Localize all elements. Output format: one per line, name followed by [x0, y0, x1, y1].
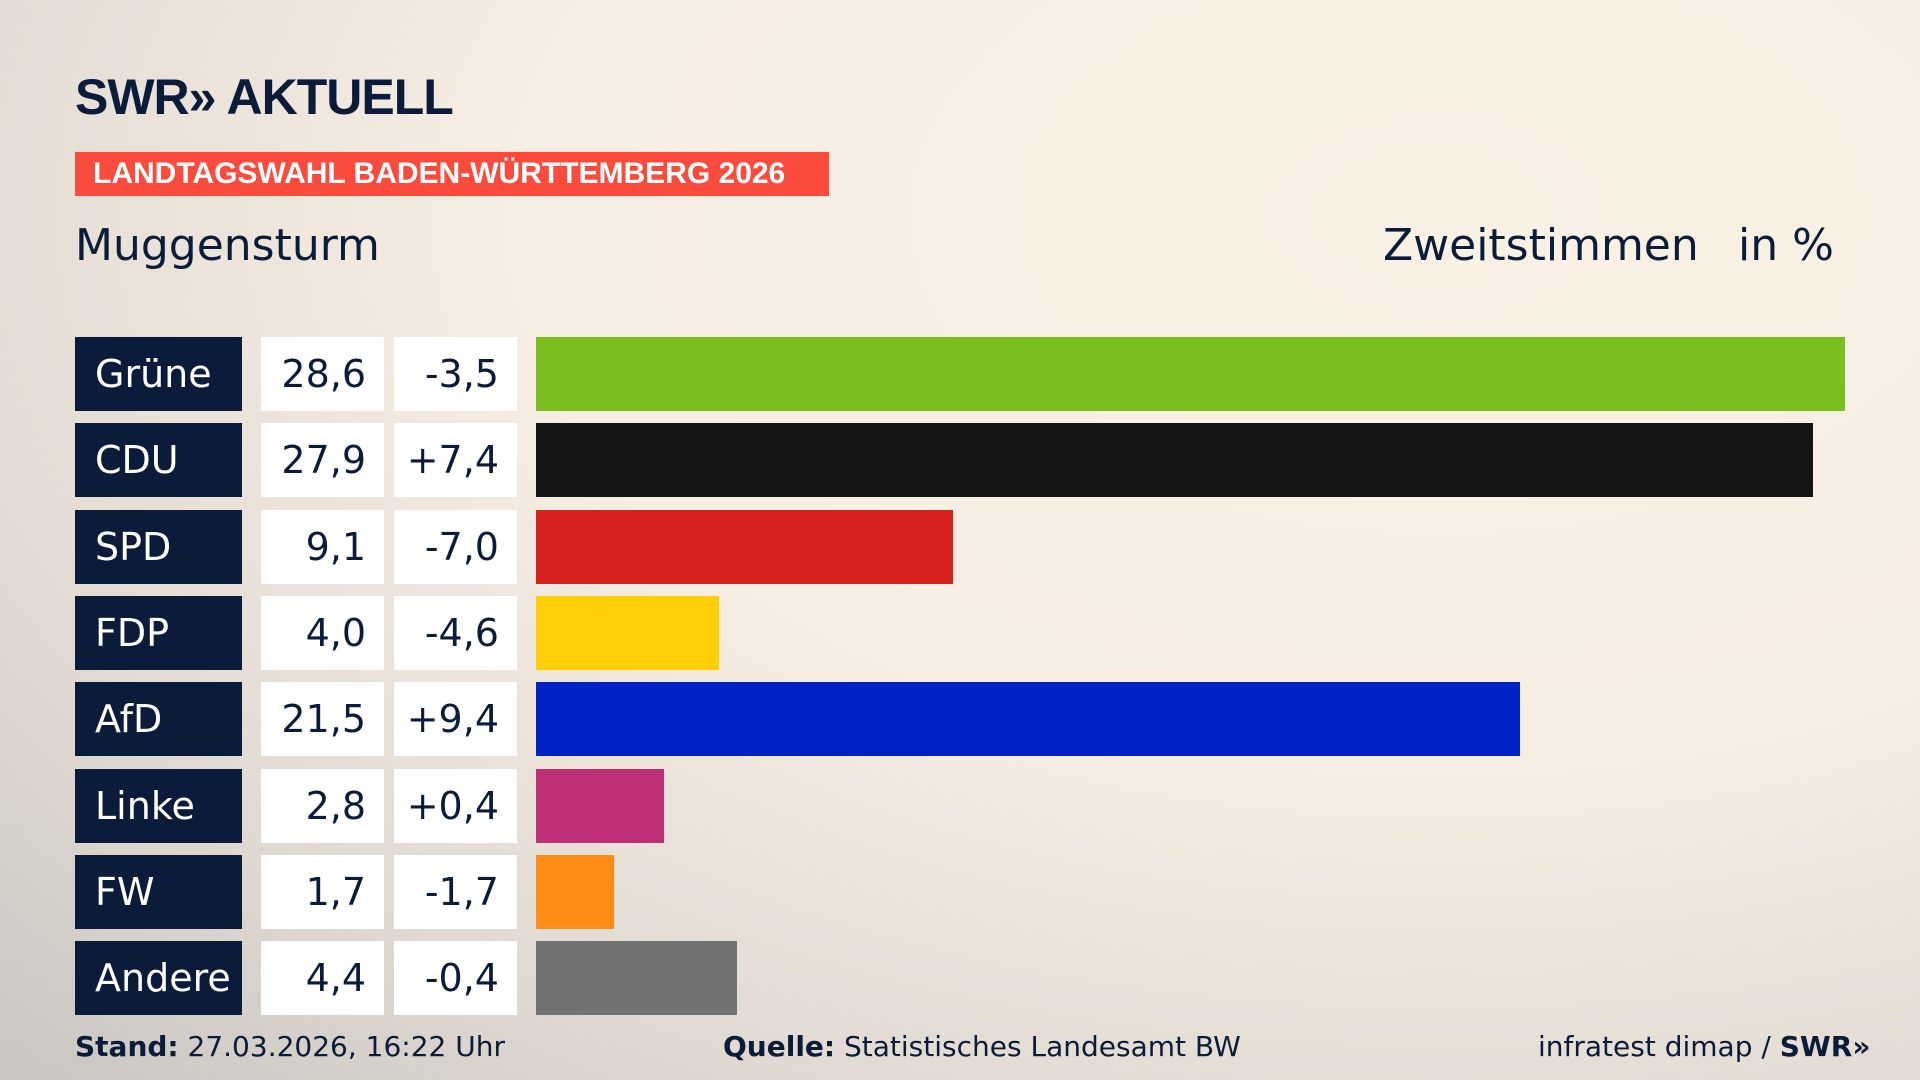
bar: [536, 941, 738, 1016]
vote-type-label: Zweitstimmen: [1383, 220, 1699, 271]
value-label: 28,6: [261, 337, 384, 411]
bar: [536, 682, 1521, 757]
source: Quelle: Statistisches Landesamt BW: [723, 1030, 1241, 1063]
credit-text: infratest dimap /: [1538, 1030, 1780, 1063]
chart-row: Grüne 28,6 -3,5: [75, 337, 1875, 411]
value-label: 9,1: [261, 509, 384, 584]
party-label: FDP: [75, 595, 242, 670]
diff-label: -3,5: [394, 337, 517, 411]
value-label: 4,0: [261, 595, 384, 670]
chart-row: SPD 9,1 -7,0: [75, 509, 1875, 584]
party-label: CDU: [75, 423, 242, 498]
chart-row: FW 1,7 -1,7: [75, 854, 1875, 929]
value-label: 2,8: [261, 768, 384, 843]
swr-aktuell-logo: SWR» AKTUELL: [75, 69, 454, 125]
chart-row: Andere 4,4 -0,4: [75, 941, 1875, 1016]
diff-label: +0,4: [394, 768, 517, 843]
bar: [536, 595, 720, 670]
chart-row: AfD 21,5 +9,4: [75, 682, 1875, 757]
source-label: Quelle:: [723, 1030, 836, 1063]
stand-label: Stand:: [75, 1030, 179, 1063]
diff-label: -4,6: [394, 595, 517, 670]
swr-logo: SWR»: [1779, 1030, 1871, 1063]
diff-label: -0,4: [394, 941, 517, 1016]
value-label: 21,5: [261, 682, 384, 757]
credit: infratest dimap / SWR»: [1538, 1030, 1870, 1063]
party-label: Linke: [75, 768, 242, 843]
unit-label: in %: [1738, 220, 1834, 271]
diff-label: +9,4: [394, 682, 517, 757]
chart-row: Linke 2,8 +0,4: [75, 768, 1875, 843]
diff-label: +7,4: [394, 423, 517, 498]
bar: [536, 854, 614, 929]
diff-label: -7,0: [394, 509, 517, 584]
stand-value: 27.03.2026, 16:22 Uhr: [187, 1030, 505, 1063]
chart-row: CDU 27,9 +7,4: [75, 423, 1875, 498]
bar: [536, 509, 953, 584]
source-value: Statistisches Landesamt BW: [844, 1030, 1241, 1063]
party-label: AfD: [75, 682, 242, 757]
party-label: Grüne: [75, 337, 242, 411]
bar: [536, 337, 1845, 411]
diff-label: -1,7: [394, 854, 517, 929]
bar: [536, 768, 665, 843]
election-banner: LANDTAGSWAHL BADEN-WÜRTTEMBERG 2026: [75, 152, 829, 196]
chart-row: FDP 4,0 -4,6: [75, 595, 1875, 670]
place-title: Muggensturm: [75, 220, 380, 271]
bar: [536, 423, 1813, 498]
party-label: Andere: [75, 941, 242, 1016]
party-label: SPD: [75, 509, 242, 584]
value-label: 4,4: [261, 941, 384, 1016]
value-label: 1,7: [261, 854, 384, 929]
value-label: 27,9: [261, 423, 384, 498]
timestamp: Stand: 27.03.2026, 16:22 Uhr: [75, 1030, 505, 1063]
party-label: FW: [75, 854, 242, 929]
